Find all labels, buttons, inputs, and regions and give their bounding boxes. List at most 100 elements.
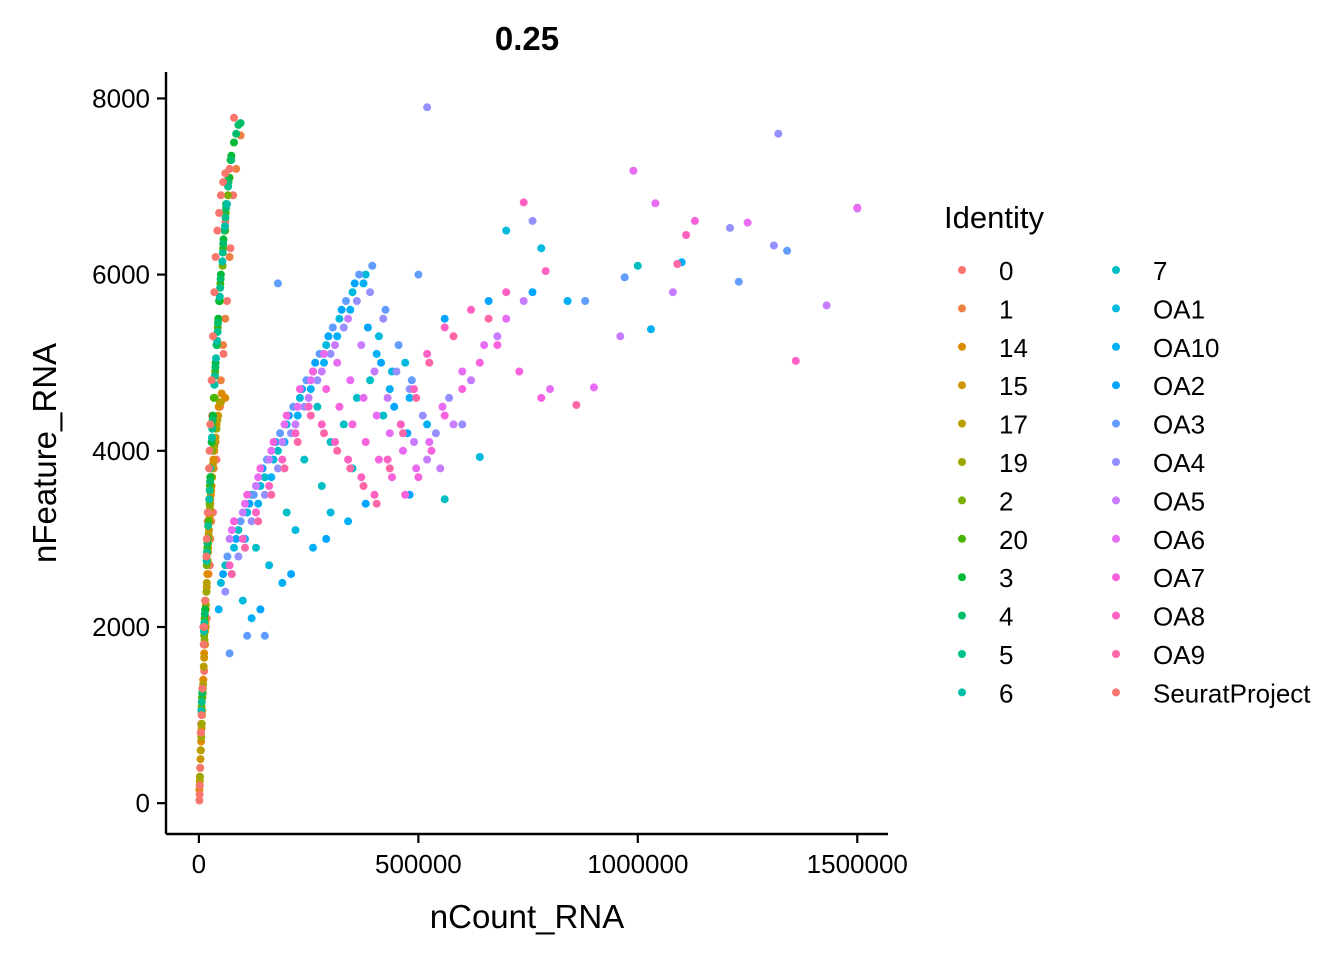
legend-swatch: [958, 650, 966, 658]
data-point: [326, 508, 335, 517]
data-point: [196, 746, 205, 755]
data-point: [335, 402, 344, 411]
data-point: [197, 711, 206, 720]
data-point: [196, 755, 205, 764]
data-point: [256, 464, 265, 473]
legend-item: 14: [958, 333, 1028, 363]
data-point: [202, 578, 211, 587]
data-point: [207, 433, 216, 442]
legend-swatch: [958, 688, 966, 697]
data-point: [232, 534, 241, 543]
data-point: [273, 279, 282, 288]
data-point: [339, 323, 348, 332]
y-tick-label: 0: [136, 788, 150, 818]
data-point: [225, 561, 234, 570]
data-point: [206, 420, 215, 429]
data-point: [223, 200, 231, 209]
data-point: [629, 166, 638, 175]
data-point: [230, 543, 238, 552]
data-point: [385, 464, 394, 473]
data-point: [348, 420, 357, 429]
legend-title: Identity: [944, 200, 1044, 235]
data-point: [333, 358, 342, 367]
data-point: [241, 499, 249, 508]
data-point: [291, 420, 300, 429]
data-point: [423, 455, 432, 464]
y-axis-ticks: 0 2000 4000 6000 8000: [92, 83, 166, 818]
data-point: [306, 376, 315, 385]
legend-item: 6: [958, 678, 1013, 708]
data-point: [295, 393, 304, 402]
data-point: [197, 728, 206, 737]
legend-item: OA3: [1112, 410, 1205, 440]
legend-swatch: [1112, 688, 1120, 697]
legend-label: 14: [999, 333, 1028, 363]
data-point: [241, 543, 249, 552]
data-point: [295, 385, 304, 394]
data-point: [232, 129, 241, 138]
legend-item: OA6: [1112, 525, 1205, 555]
legend-swatch: [1112, 266, 1120, 274]
legend-label: OA8: [1153, 602, 1205, 632]
legend-item: 1: [958, 294, 1013, 324]
data-point: [425, 438, 434, 446]
y-tick-label: 4000: [92, 436, 150, 466]
legend-item: 4: [958, 602, 1013, 632]
data-point: [519, 198, 528, 207]
legend-item: 17: [958, 410, 1028, 440]
legend-item: 3: [958, 563, 1013, 593]
data-point: [207, 376, 216, 385]
data-point: [682, 231, 691, 239]
data-point: [436, 464, 445, 473]
data-point: [230, 113, 238, 122]
legend-swatch: [1112, 458, 1120, 466]
legend-label: 17: [999, 410, 1028, 440]
legend-label: OA6: [1153, 525, 1205, 555]
data-point: [493, 332, 502, 341]
data-point: [690, 216, 699, 225]
data-point: [774, 129, 783, 138]
legend-swatch: [1112, 573, 1120, 582]
data-point: [278, 438, 287, 446]
data-point: [399, 429, 407, 438]
data-point: [320, 349, 328, 358]
data-point: [254, 517, 263, 526]
data-point: [200, 623, 209, 631]
legend-label: OA4: [1153, 448, 1205, 478]
data-point: [423, 420, 432, 429]
legend-swatch: [1112, 419, 1120, 428]
data-point: [306, 411, 315, 420]
data-point: [366, 376, 375, 385]
data-point: [205, 486, 214, 495]
data-point: [203, 570, 212, 579]
data-point: [383, 455, 392, 464]
data-point: [383, 393, 392, 402]
data-point: [212, 354, 220, 363]
data-point: [225, 534, 234, 543]
data-point: [352, 393, 361, 402]
data-point: [227, 156, 236, 165]
legend-swatch: [958, 266, 966, 274]
data-point: [359, 482, 368, 490]
data-point: [537, 393, 546, 402]
legend-label: 0: [999, 256, 1013, 286]
data-point: [221, 213, 230, 222]
legend-item: OA1: [1112, 294, 1205, 324]
data-point: [202, 587, 211, 596]
data-point: [247, 517, 256, 526]
data-point: [374, 455, 383, 464]
data-point: [484, 314, 493, 323]
data-point: [374, 332, 383, 341]
data-point: [370, 490, 379, 499]
data-point: [210, 288, 219, 297]
y-axis-title: nFeature_RNA: [26, 343, 63, 563]
data-point: [236, 517, 245, 526]
data-point: [260, 490, 269, 499]
data-point: [407, 376, 416, 385]
legend-swatch: [958, 496, 966, 505]
data-point: [563, 297, 572, 305]
data-point: [291, 429, 300, 438]
data-point: [225, 164, 234, 173]
data-point: [254, 473, 263, 482]
data-point: [359, 393, 368, 402]
